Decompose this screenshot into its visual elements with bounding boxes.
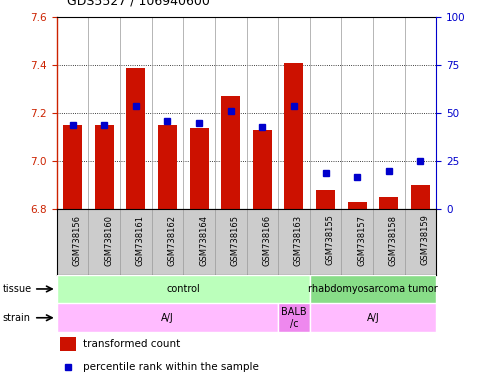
Bar [158, 125, 177, 209]
Bar [284, 63, 304, 209]
Text: percentile rank within the sample: percentile rank within the sample [83, 362, 259, 372]
Text: control: control [166, 284, 200, 294]
Text: GSM738163: GSM738163 [294, 215, 303, 266]
Text: tissue: tissue [2, 284, 32, 294]
Bar [126, 68, 145, 209]
Bar [316, 190, 335, 209]
Text: GSM738164: GSM738164 [199, 215, 208, 265]
Bar [221, 96, 240, 209]
Bar [411, 185, 430, 209]
Bar [278, 303, 310, 332]
Text: GDS5527 / 106940600: GDS5527 / 106940600 [67, 0, 210, 8]
Text: GSM738156: GSM738156 [72, 215, 81, 265]
Text: A/J: A/J [367, 313, 380, 323]
Bar [57, 275, 310, 303]
Bar [310, 303, 436, 332]
Bar [253, 130, 272, 209]
Text: GSM738155: GSM738155 [325, 215, 335, 265]
Bar [380, 197, 398, 209]
Text: GSM738157: GSM738157 [357, 215, 366, 265]
Text: A/J: A/J [161, 313, 174, 323]
Text: BALB
/c: BALB /c [281, 307, 307, 329]
Bar [95, 125, 113, 209]
Text: GSM738161: GSM738161 [136, 215, 145, 265]
Text: GSM738165: GSM738165 [231, 215, 240, 265]
Bar [189, 127, 209, 209]
Bar [63, 125, 82, 209]
Bar [348, 202, 367, 209]
Text: GSM738166: GSM738166 [262, 215, 271, 266]
Bar [57, 303, 278, 332]
Text: GSM738162: GSM738162 [168, 215, 176, 265]
Text: GSM738159: GSM738159 [421, 215, 429, 265]
Text: rhabdomyosarcoma tumor: rhabdomyosarcoma tumor [308, 284, 438, 294]
Text: strain: strain [2, 313, 31, 323]
Text: transformed count: transformed count [83, 339, 180, 349]
Bar [61, 336, 76, 351]
Text: GSM738160: GSM738160 [104, 215, 113, 265]
Bar [310, 275, 436, 303]
Text: GSM738158: GSM738158 [389, 215, 398, 265]
